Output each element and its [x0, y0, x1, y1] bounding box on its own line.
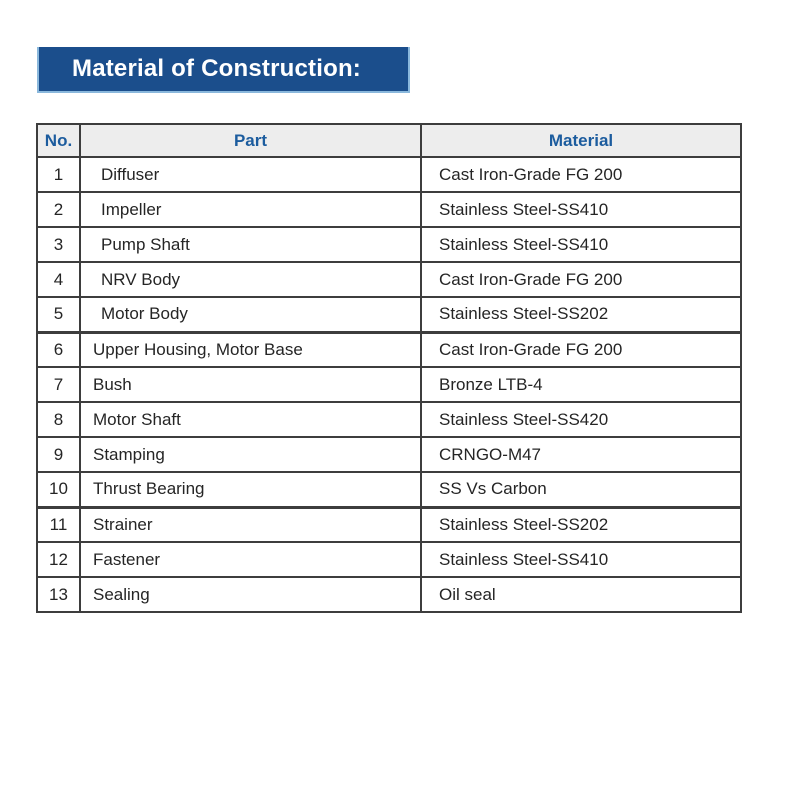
- column-header-part: Part: [79, 123, 422, 158]
- table-cell-material: Stainless Steel-SS202: [420, 296, 742, 333]
- table-cell-part: Impeller: [79, 191, 422, 228]
- table-row: 11 Strainer Stainless Steel-SS202: [36, 505, 742, 543]
- table-row: 3 Pump Shaft Stainless Steel-SS410: [36, 226, 742, 263]
- table-cell-no: 10: [36, 471, 81, 508]
- table-row: 7 Bush Bronze LTB-4: [36, 366, 742, 403]
- table-row: 2 Impeller Stainless Steel-SS410: [36, 191, 742, 228]
- table-cell-no: 6: [36, 330, 81, 368]
- table-cell-material: Oil seal: [420, 576, 742, 613]
- table-row: 12 Fastener Stainless Steel-SS410: [36, 541, 742, 578]
- table-cell-material: Cast Iron-Grade FG 200: [420, 330, 742, 368]
- table-cell-material: Stainless Steel-SS410: [420, 541, 742, 578]
- table-row: 4 NRV Body Cast Iron-Grade FG 200: [36, 261, 742, 298]
- table-cell-part: Diffuser: [79, 156, 422, 193]
- table-cell-no: 1: [36, 156, 81, 193]
- table-cell-material: Bronze LTB-4: [420, 366, 742, 403]
- table-cell-material: Stainless Steel-SS420: [420, 401, 742, 438]
- table-cell-part: NRV Body: [79, 261, 422, 298]
- table-row: 6 Upper Housing, Motor Base Cast Iron-Grad…: [36, 330, 742, 368]
- column-header-material: Material: [420, 123, 742, 158]
- column-header-no: No.: [36, 123, 81, 158]
- table-cell-no: 4: [36, 261, 81, 298]
- table-cell-material: CRNGO-M47: [420, 436, 742, 473]
- table-row: 9 Stamping CRNGO-M47: [36, 436, 742, 473]
- table-cell-part: Pump Shaft: [79, 226, 422, 263]
- table-cell-part: Bush: [79, 366, 422, 403]
- table-cell-no: 13: [36, 576, 81, 613]
- table-cell-no: 9: [36, 436, 81, 473]
- table-cell-material: Cast Iron-Grade FG 200: [420, 261, 742, 298]
- table-header-row: No. Part Material: [36, 123, 742, 158]
- table-cell-no: 8: [36, 401, 81, 438]
- table-cell-material: Stainless Steel-SS410: [420, 226, 742, 263]
- section-header-banner: Material of Construction:: [37, 47, 410, 93]
- table-cell-no: 5: [36, 296, 81, 333]
- table-row: 10 Thrust Bearing SS Vs Carbon: [36, 471, 742, 508]
- table-cell-part: Fastener: [79, 541, 422, 578]
- table-cell-part: Motor Shaft: [79, 401, 422, 438]
- table-cell-no: 7: [36, 366, 81, 403]
- table-cell-material: Cast Iron-Grade FG 200: [420, 156, 742, 193]
- table-row: 1 Diffuser Cast Iron-Grade FG 200: [36, 156, 742, 193]
- table-cell-part: Motor Body: [79, 296, 422, 333]
- table-cell-no: 12: [36, 541, 81, 578]
- material-of-construction-table: No. Part Material 1 Diffuser Cast Iron-Gra…: [36, 123, 742, 613]
- table-cell-part: Sealing: [79, 576, 422, 613]
- table-cell-no: 2: [36, 191, 81, 228]
- table-row: 8 Motor Shaft Stainless Steel-SS420: [36, 401, 742, 438]
- table-cell-part: Strainer: [79, 505, 422, 543]
- table-cell-material: Stainless Steel-SS202: [420, 505, 742, 543]
- table-cell-no: 3: [36, 226, 81, 263]
- table-cell-no: 11: [36, 505, 81, 543]
- section-title: Material of Construction:: [72, 55, 362, 82]
- table-cell-part: Stamping: [79, 436, 422, 473]
- table-cell-part: Upper Housing, Motor Base: [79, 330, 422, 368]
- table-row: 5 Motor Body Stainless Steel-SS202: [36, 296, 742, 333]
- table-cell-part: Thrust Bearing: [79, 471, 422, 508]
- table-cell-material: Stainless Steel-SS410: [420, 191, 742, 228]
- table-row: 13 Sealing Oil seal: [36, 576, 742, 613]
- table-cell-material: SS Vs Carbon: [420, 471, 742, 508]
- table-body: 1 Diffuser Cast Iron-Grade FG 200 2 Impeller…: [36, 156, 742, 613]
